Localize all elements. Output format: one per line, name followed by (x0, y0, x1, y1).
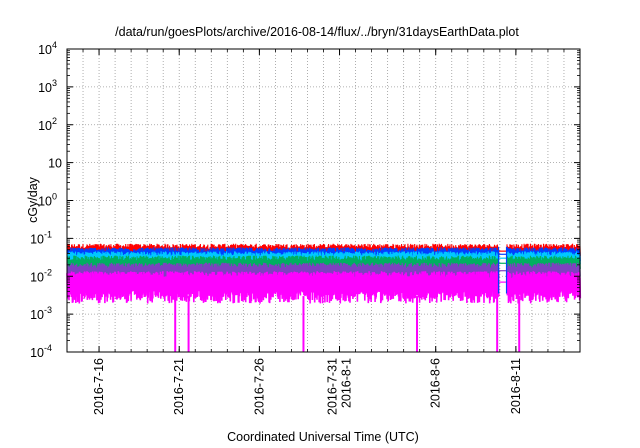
y-tick-exponent: 4 (52, 40, 57, 50)
y-tick-exponent: -2 (44, 267, 52, 277)
y-tick-exponent: -3 (44, 305, 52, 315)
grid-lines (66, 48, 581, 353)
y-tick-label: 104 (38, 40, 57, 57)
x-tick-label: 2016-7-21 (172, 358, 186, 415)
y-tick-exponent: 3 (52, 78, 57, 88)
data-gap (497, 246, 508, 294)
x-axis-ticks: 2016-7-16 2016-7-21 2016-7-26 2016-7-31 2016… (66, 49, 581, 415)
x-tick-label: 2016-7-31 (326, 358, 340, 415)
y-tick-label: 10-1 (30, 229, 52, 246)
y-tick-label: 10-2 (30, 267, 52, 284)
x-tick-label: 2016-7-16 (92, 358, 106, 415)
x-tick-label: 2016-8-11 (509, 358, 523, 414)
y-tick-label: 10-4 (30, 343, 52, 360)
dropout-spikes (174, 296, 521, 352)
y-tick-exponent: -4 (44, 343, 52, 353)
y-tick-label: 10 (48, 157, 62, 171)
chart-title: /data/run/goesPlots/archive/2016-08-14/f… (115, 25, 519, 39)
y-axis-label: cGy/day (26, 176, 40, 223)
y-tick-exponent: -1 (44, 229, 52, 239)
y-tick-label: 103 (38, 78, 57, 95)
x-tick-label: 2016-8-1 (340, 358, 354, 408)
x-tick-label: 2016-8-6 (429, 358, 443, 408)
y-tick-label: 100 (38, 192, 57, 209)
x-tick-label: 2016-7-26 (252, 358, 266, 415)
y-tick-label: 10-3 (30, 305, 52, 322)
y-tick-exponent: 2 (52, 116, 57, 126)
x-axis-label: Coordinated Universal Time (UTC) (227, 430, 419, 444)
y-tick-exponent: 0 (52, 192, 57, 202)
y-tick-label: 102 (38, 116, 57, 133)
series-line (66, 271, 582, 304)
series-group (66, 243, 582, 304)
